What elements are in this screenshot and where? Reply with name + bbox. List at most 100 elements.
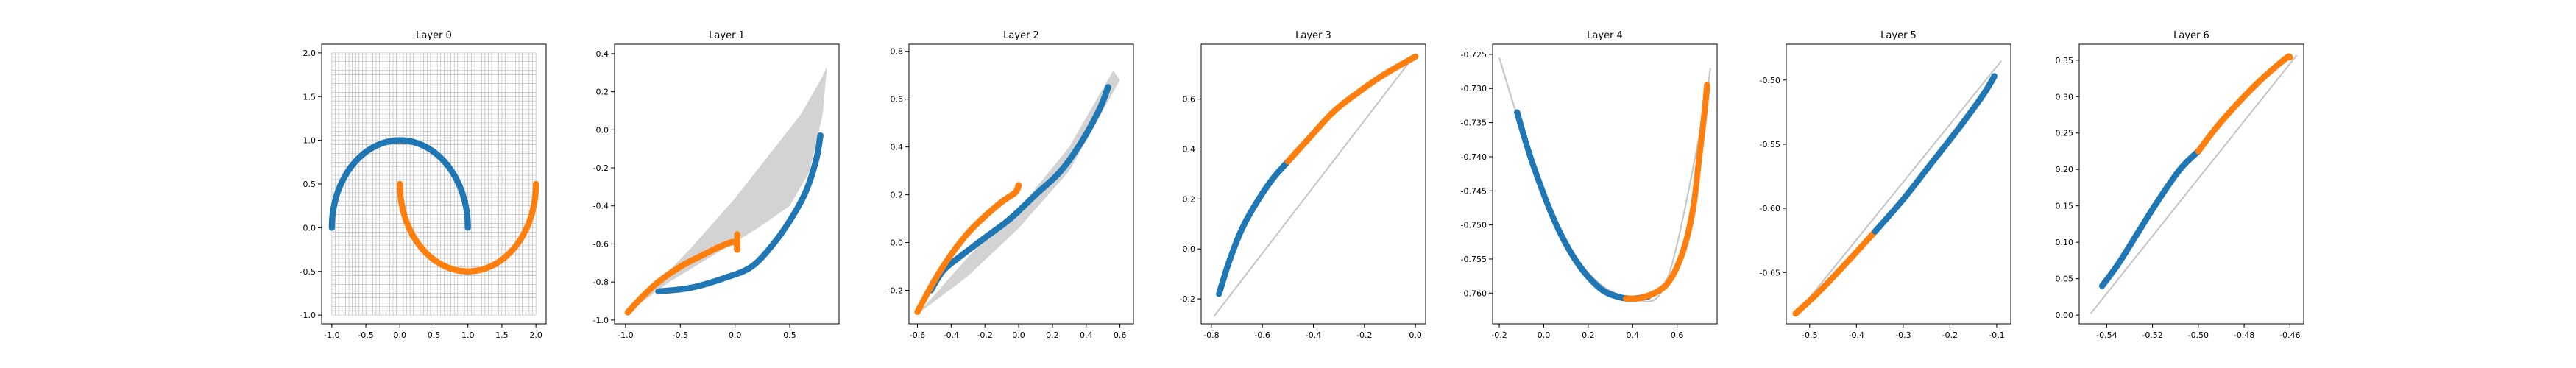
y-tick-label: -0.2 [888, 286, 903, 296]
series-class-1 [1792, 228, 1878, 317]
grid-mesh [331, 52, 537, 316]
panel-title: Layer 6 [2173, 30, 2209, 41]
y-tick-label: 0.6 [1183, 95, 1196, 105]
plot-area [624, 67, 827, 316]
x-tick-label: 0.6 [1671, 330, 1684, 340]
x-tick-label: -0.50 [2188, 330, 2209, 340]
y-tick-label: -0.65 [1760, 268, 1780, 277]
series-class-0 [2098, 148, 2202, 289]
y-tick-label: 0.30 [2056, 92, 2074, 102]
y-tick-label: -0.760 [1461, 289, 1487, 298]
x-tick-label: 0.4 [1626, 330, 1639, 340]
series-class-1 [2195, 53, 2293, 155]
panel-layer-0: Layer 0 -1.0 -0.5 0.0 0.5 1.0 1.5 2.0 -1.0 -0.5 0.… [300, 30, 547, 340]
y-tick-label: -0.730 [1461, 84, 1487, 93]
y-tick-label: -0.50 [1760, 76, 1780, 85]
y-tick-label: 0.2 [891, 191, 904, 200]
y-tick-label: 0.35 [2056, 56, 2074, 66]
y-tick-label: -0.2 [593, 163, 609, 173]
x-tick-label: 1.5 [495, 330, 509, 340]
x-tick-label: -0.1 [1989, 330, 2004, 340]
axes-frame [1200, 43, 1426, 325]
grid-envelope [917, 70, 1120, 315]
y-tick-label: -0.750 [1461, 221, 1487, 230]
y-tick-label: -0.55 [1760, 140, 1780, 149]
x-tick-label: -0.4 [1849, 330, 1864, 340]
data-point [734, 231, 740, 238]
y-tick-label: -0.5 [300, 267, 316, 277]
y-tick-label: 0.5 [303, 180, 316, 189]
grid-envelope-line [1794, 60, 2003, 316]
y-tick-label: 2.0 [303, 49, 316, 58]
panel-title: Layer 4 [1587, 30, 1623, 41]
y-tick-label: 0.6 [891, 95, 904, 105]
grid-envelope-line [2090, 54, 2298, 314]
y-tick-label: -0.2 [1180, 294, 1195, 304]
data-point [2287, 54, 2293, 61]
panel-layer-5: Layer 5 -0.5 -0.4 -0.3 -0.2 -0.1 -0.50 -0.55 -0.… [1760, 30, 2011, 340]
y-tick-label: 1.5 [303, 92, 316, 102]
x-tick-label: 0.2 [1046, 330, 1059, 340]
x-tick-label: 0.2 [1582, 330, 1595, 340]
plot-area [2090, 53, 2298, 314]
x-tick-label: 0.0 [1012, 330, 1025, 340]
y-tick-label: 0.00 [2056, 311, 2074, 320]
x-tick-label: -0.4 [944, 330, 959, 340]
axes-frame [1492, 43, 1718, 325]
y-tick-label: -0.740 [1461, 152, 1487, 162]
x-tick-label: -0.48 [2234, 330, 2254, 340]
axes-frame [614, 43, 840, 325]
x-tick-label: -0.6 [1254, 330, 1270, 340]
panel-layer-2: Layer 2 -0.6 -0.4 -0.2 0.0 0.2 0.4 0.6 -0.2 0.0 0.… [888, 30, 1134, 340]
x-tick-label: -0.5 [1802, 330, 1817, 340]
data-point [1412, 53, 1419, 60]
x-tick-label: -0.2 [1942, 330, 1958, 340]
series-class-0 [655, 132, 824, 295]
grid-envelope [625, 67, 827, 315]
plot-area [1792, 60, 2003, 317]
x-tick-label: -0.5 [673, 330, 688, 340]
x-tick-label: -1.0 [618, 330, 633, 340]
data-point [1015, 182, 1022, 188]
plot-area [328, 52, 539, 316]
x-tick-label: 0.5 [783, 330, 796, 340]
y-tick-label: 0.0 [1183, 244, 1196, 254]
series-class-1 [397, 180, 539, 275]
x-tick-label: -0.2 [1491, 330, 1507, 340]
y-tick-label: -0.8 [593, 277, 609, 287]
x-tick-label: 0.0 [729, 330, 742, 340]
x-tick-label: 0.0 [1409, 330, 1422, 340]
y-tick-label: 1.0 [303, 136, 316, 146]
panel-title: Layer 2 [1003, 30, 1039, 41]
x-tick-label: -0.3 [1895, 330, 1911, 340]
data-point [328, 224, 336, 231]
x-tick-label: 0.6 [1114, 330, 1127, 340]
y-tick-label: 0.25 [2056, 129, 2074, 138]
y-tick-label: -1.0 [593, 316, 609, 325]
x-tick-label: -0.6 [910, 330, 925, 340]
series-class-0 [1216, 158, 1292, 297]
x-tick-label: -1.0 [324, 330, 339, 340]
series-class-1 [624, 231, 741, 316]
plot-area [1498, 57, 1712, 302]
x-tick-label: 0.0 [1538, 330, 1551, 340]
x-tick-label: -0.52 [2142, 330, 2162, 340]
series-class-0 [328, 137, 471, 231]
series-class-1 [1622, 82, 1710, 302]
x-tick-label: -0.2 [1356, 330, 1372, 340]
panel-layer-4: Layer 4 -0.2 0.0 0.2 0.4 0.6 -0.725 -0.730 -0.73… [1461, 30, 1718, 340]
series-class-0 [1514, 109, 1652, 302]
data-point [1704, 82, 1710, 88]
panel-title: Layer 1 [709, 30, 745, 41]
axes-frame [908, 43, 1134, 325]
y-tick-label: 0.8 [891, 47, 904, 57]
y-tick-label: 0.4 [891, 143, 904, 152]
x-tick-label: -0.4 [1306, 330, 1321, 340]
panel-layer-6: Layer 6 -0.54 -0.52 -0.50 -0.48 -0.46 0.00 0.05… [2056, 30, 2304, 340]
x-tick-label: -0.2 [977, 330, 992, 340]
y-tick-label: -0.60 [1760, 204, 1780, 213]
y-tick-label: 0.0 [303, 223, 316, 233]
y-tick-label: 0.4 [596, 49, 609, 59]
y-tick-label: 0.2 [596, 88, 609, 97]
x-tick-label: 1.0 [461, 330, 475, 340]
